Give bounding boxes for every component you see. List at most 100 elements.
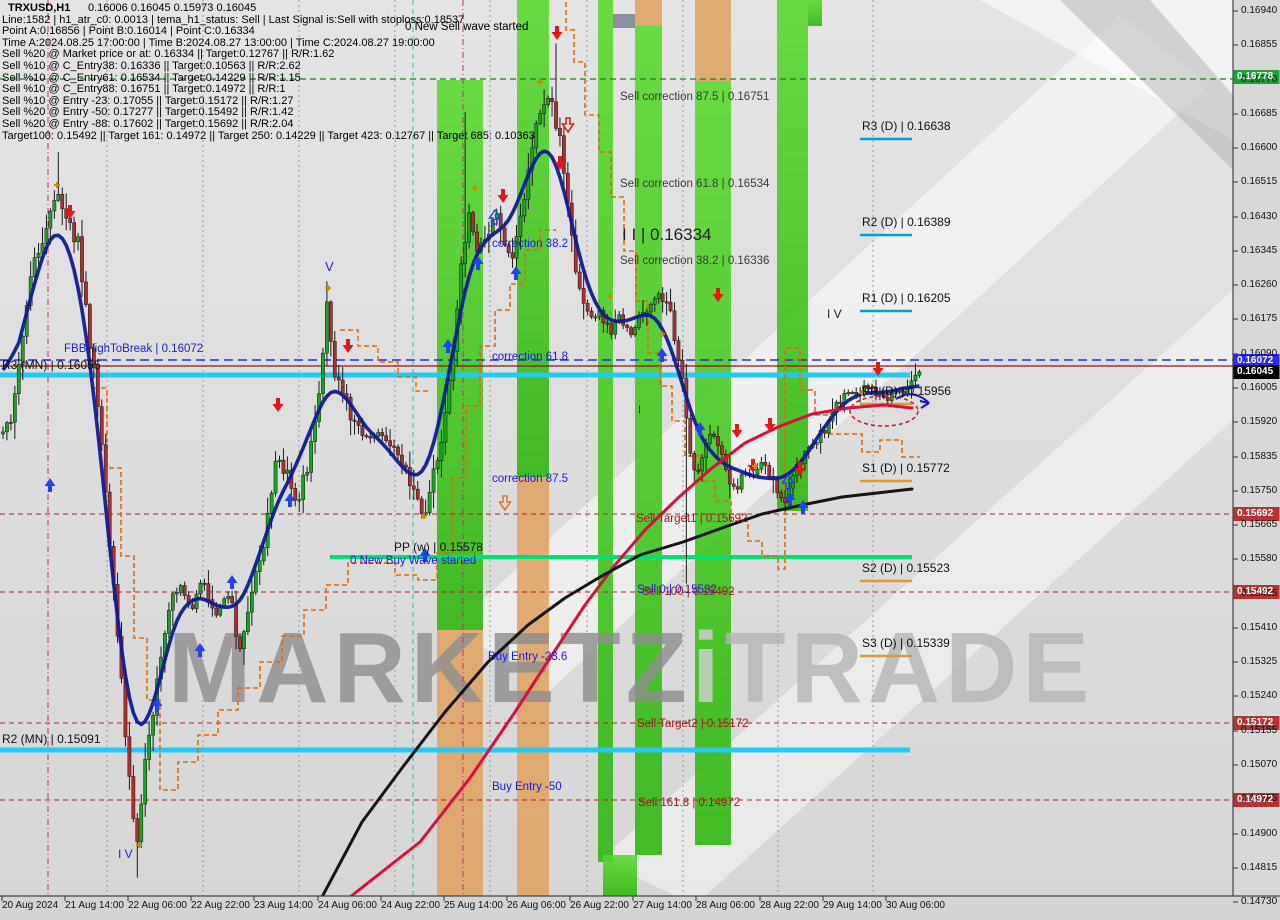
indicator-info-line: Point A:0.16856 | Point B:0.16014 | Poin… <box>2 25 255 38</box>
price-badge-label: 0.14972 <box>1237 794 1274 805</box>
candle-body <box>901 391 906 395</box>
price-axis[interactable] <box>1233 0 1280 896</box>
indicator-info-line: Target100: 0.15492 || Target 161: 0.1497… <box>2 129 535 142</box>
time-tick-label: 30 Aug 06:00 <box>886 900 945 911</box>
candle-body <box>514 236 519 259</box>
chart-annotation: Sell 161.8 | 0.14972 <box>638 797 741 809</box>
time-tick-label: 23 Aug 14:00 <box>254 900 313 911</box>
atr-trail-b <box>565 2 920 570</box>
watermark-part1: MARKETZ <box>168 612 692 724</box>
sell-arrow-icon <box>731 424 743 438</box>
pivot-label: R3 (D) | 0.16638 <box>862 119 951 133</box>
swing-mark-icon <box>752 463 758 469</box>
sell-arrow-icon <box>272 398 284 412</box>
candle-body <box>20 336 25 365</box>
price-badge <box>1233 70 1280 84</box>
trail-layer <box>93 2 920 791</box>
candle-body <box>866 385 870 390</box>
atr-trail-c <box>340 329 430 392</box>
candle-body <box>664 301 669 304</box>
signal-line <box>348 403 914 899</box>
candle-body <box>846 392 851 395</box>
chart-annotation: correction 38.2 <box>492 238 569 250</box>
candle-body <box>190 604 195 609</box>
sell-arrow-icon <box>561 117 575 134</box>
sell-arrow-icon <box>872 362 884 376</box>
chart-annotation: V <box>325 259 334 274</box>
symbol-title: TRXUSD,H1 <box>8 2 71 14</box>
sell-arrow-icon <box>498 495 512 512</box>
swing-mark-icon <box>537 79 543 85</box>
candle-body <box>376 432 381 437</box>
watermark: MARKETZiTRADE <box>168 612 1094 724</box>
price-tick-label: 0.16685 <box>1241 108 1278 119</box>
candle-body <box>226 596 231 600</box>
candle-body <box>652 298 657 305</box>
buy-zone <box>598 0 613 862</box>
buy-arrow-icon <box>44 478 56 492</box>
buy-arrow-icon <box>510 266 522 280</box>
price-tick-label: 0.15155 <box>1241 725 1278 736</box>
candle-body <box>356 421 361 426</box>
price-tick-label: 0.16005 <box>1241 382 1278 393</box>
price-tick-label: 0.15665 <box>1241 519 1278 530</box>
candle-body <box>368 436 373 439</box>
chart-annotation: 0 New Sell wave started <box>405 21 529 33</box>
price-tick-label: 0.16940 <box>1241 5 1278 16</box>
watermark-part3: TRADE <box>725 612 1094 724</box>
candle-body <box>467 212 471 243</box>
swing-mark-icon <box>659 331 665 337</box>
swing-mark-icon <box>607 293 613 299</box>
candle-body <box>506 244 511 253</box>
price-tick-label: 0.16345 <box>1241 245 1278 256</box>
pivot-label: S1 (D) | 0.15772 <box>862 461 950 475</box>
time-tick-label: 26 Aug 06:00 <box>507 900 566 911</box>
chart-annotation: PP (w) | 0.15578 <box>394 540 483 554</box>
chart-annotation: Sell Target2 | 0.15172 <box>637 718 749 730</box>
candle-body <box>329 301 333 342</box>
candle-body <box>672 310 677 341</box>
candle-body <box>325 301 329 354</box>
time-tick-label: 24 Aug 06:00 <box>318 900 377 911</box>
candle-body <box>558 128 562 137</box>
candle-body <box>99 406 104 445</box>
price-tick-label: 0.16090 <box>1241 348 1278 359</box>
candle-body <box>202 582 207 585</box>
candle-body <box>439 441 444 461</box>
candle-body <box>364 435 369 438</box>
candle-body <box>80 236 84 283</box>
logo-shape <box>1060 0 1233 170</box>
candle-body <box>253 571 258 593</box>
price-badge-label: 0.15172 <box>1237 717 1274 728</box>
chart-annotation: Sell correction 61.8 | 0.16534 <box>620 178 770 190</box>
chart-annotation: I V <box>118 847 133 861</box>
chart-annotation: correction 61.8 <box>492 351 569 363</box>
candle-body <box>885 397 890 401</box>
candle-body <box>585 303 590 312</box>
candle-body <box>581 288 586 304</box>
candle-body <box>502 227 507 245</box>
pivot-label: S2 (D) | 0.15523 <box>862 561 950 575</box>
candle-body <box>309 441 313 473</box>
price-badge <box>1233 793 1280 807</box>
price-tick-label: 0.15070 <box>1241 759 1278 770</box>
time-axis[interactable] <box>0 896 1280 920</box>
time-tick-label: 28 Aug 06:00 <box>696 900 755 911</box>
price-tick-label: 0.16855 <box>1241 39 1278 50</box>
buy-arrow-icon <box>442 339 454 353</box>
price-tick-label: 0.16430 <box>1241 211 1278 222</box>
buy-arrow-icon <box>694 422 706 436</box>
candle-body <box>708 433 712 444</box>
candle-body <box>380 432 385 436</box>
time-tick-label: 22 Aug 06:00 <box>128 900 187 911</box>
buy-zone <box>603 855 637 898</box>
candle-body <box>242 631 246 650</box>
baseline <box>320 487 914 899</box>
candle-body <box>246 611 250 632</box>
candle-body <box>447 380 452 414</box>
level-label: R2 (MN) | 0.15091 <box>2 732 101 746</box>
price-badge-label: 0.16778 <box>1237 71 1274 82</box>
chart-annotation: I V <box>827 307 842 321</box>
